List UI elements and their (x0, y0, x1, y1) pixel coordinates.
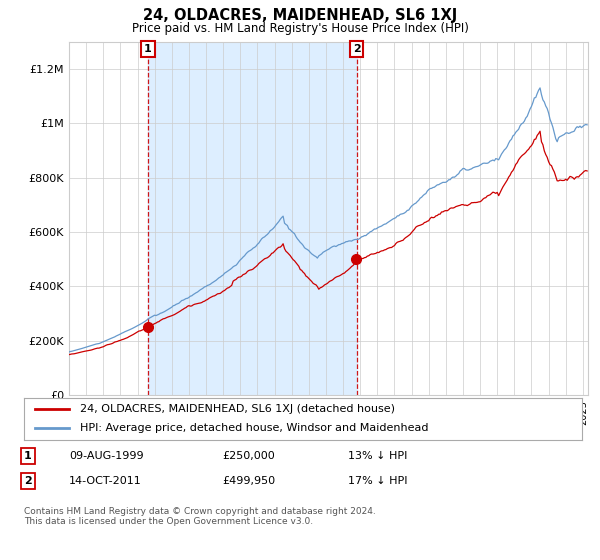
Text: £499,950: £499,950 (222, 476, 275, 486)
Text: 1: 1 (24, 451, 32, 461)
Text: 2: 2 (24, 476, 32, 486)
Text: 14-OCT-2011: 14-OCT-2011 (69, 476, 142, 486)
Text: 17% ↓ HPI: 17% ↓ HPI (348, 476, 407, 486)
Text: Price paid vs. HM Land Registry's House Price Index (HPI): Price paid vs. HM Land Registry's House … (131, 22, 469, 35)
Text: 1: 1 (144, 44, 152, 54)
Text: 2: 2 (353, 44, 361, 54)
Bar (148, 42, 356, 395)
Text: 09-AUG-1999: 09-AUG-1999 (69, 451, 143, 461)
Text: 24, OLDACRES, MAIDENHEAD, SL6 1XJ (detached house): 24, OLDACRES, MAIDENHEAD, SL6 1XJ (detac… (80, 404, 395, 414)
Text: 13% ↓ HPI: 13% ↓ HPI (348, 451, 407, 461)
Text: HPI: Average price, detached house, Windsor and Maidenhead: HPI: Average price, detached house, Wind… (80, 423, 428, 433)
Text: £250,000: £250,000 (222, 451, 275, 461)
Text: 24, OLDACRES, MAIDENHEAD, SL6 1XJ: 24, OLDACRES, MAIDENHEAD, SL6 1XJ (143, 8, 457, 24)
Text: Contains HM Land Registry data © Crown copyright and database right 2024.
This d: Contains HM Land Registry data © Crown c… (24, 507, 376, 526)
